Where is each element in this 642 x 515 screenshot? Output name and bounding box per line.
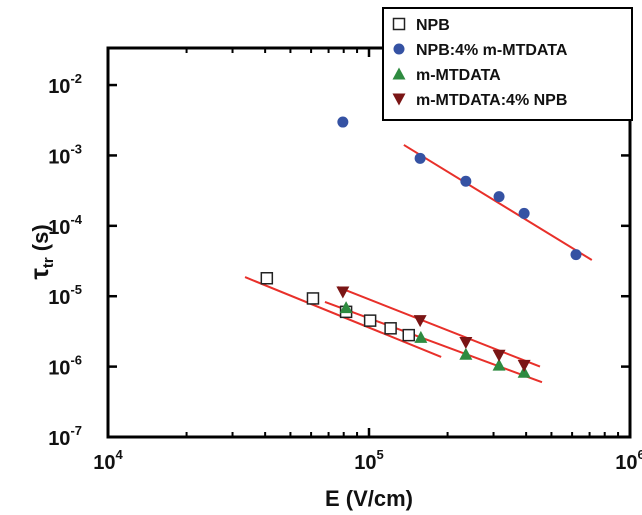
marker <box>337 116 349 128</box>
marker <box>414 152 426 164</box>
legend-marker <box>392 17 406 31</box>
x-axis-label: E (V/cm) <box>325 486 413 511</box>
tick-label: 104 <box>93 447 123 474</box>
marker <box>413 315 427 328</box>
marker <box>306 292 320 305</box>
y-label-unit: (s) <box>28 224 53 251</box>
legend-label: NPB <box>416 17 450 34</box>
legend-label: m-MTDATA:4% NPB <box>416 92 567 109</box>
legend-marker <box>392 93 406 106</box>
legend-label: NPB:4% m-MTDATA <box>416 42 568 59</box>
tick-label: 10-6 <box>48 353 82 380</box>
legend-marker <box>393 43 405 55</box>
tick-label: 10-4 <box>48 212 83 239</box>
tick-label: 10-7 <box>48 423 82 450</box>
marker <box>402 328 415 342</box>
legend-box <box>382 7 633 121</box>
marker <box>336 286 350 299</box>
legend-label: m-MTDATA <box>416 67 501 84</box>
marker <box>517 359 531 372</box>
tick-label: 10-2 <box>48 71 82 98</box>
y-label-symbol: τ <box>24 268 54 280</box>
tick-label: 105 <box>354 447 383 474</box>
marker <box>460 175 472 187</box>
y-label-subscript: tr <box>40 257 57 268</box>
marker <box>570 249 582 261</box>
plot-frame <box>106 46 632 439</box>
marker <box>492 358 506 371</box>
marker <box>414 330 428 343</box>
marker <box>384 322 397 335</box>
y-axis-label: τtr (s) <box>24 224 57 279</box>
marker <box>339 301 353 314</box>
marker <box>363 314 377 327</box>
tick-label: 10-5 <box>48 282 82 309</box>
marker <box>518 207 530 219</box>
fit-line <box>403 144 593 261</box>
marker <box>493 191 505 203</box>
marker <box>459 337 473 350</box>
tick-label: 10-3 <box>48 141 82 168</box>
marker <box>260 272 274 285</box>
tick-label: 106 <box>615 447 642 474</box>
marker <box>492 349 506 362</box>
marker <box>459 347 473 360</box>
legend-marker <box>392 67 406 80</box>
fit-line <box>324 300 543 384</box>
fit-line <box>337 286 541 368</box>
